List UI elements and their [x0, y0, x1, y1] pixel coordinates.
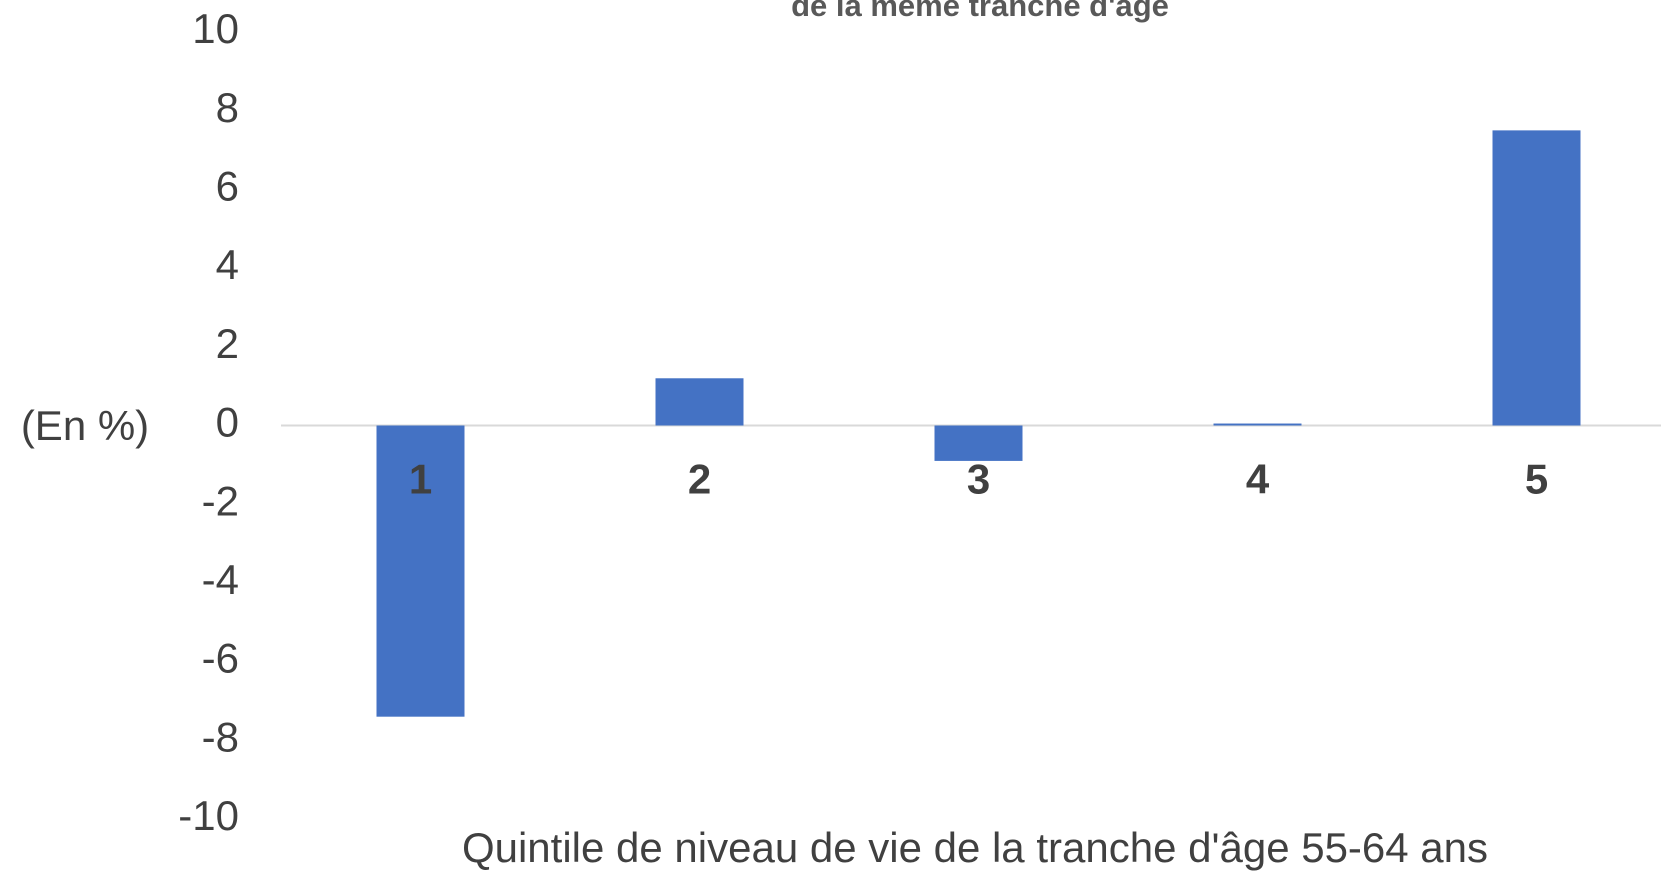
bar [1492, 130, 1581, 426]
y-axis-label: (En %) [21, 402, 149, 449]
y-tick-label: 6 [216, 162, 239, 209]
y-tick-label: 0 [216, 399, 239, 446]
y-tick-label: -4 [202, 556, 239, 603]
x-tick-label: 2 [688, 456, 711, 503]
bar [376, 425, 465, 717]
bar [934, 425, 1023, 461]
y-tick-label: -6 [202, 635, 239, 682]
y-tick-label: 10 [192, 5, 239, 52]
x-tick-label: 1 [409, 456, 432, 503]
y-tick-label: 4 [216, 241, 239, 288]
y-tick-label: 8 [216, 84, 239, 131]
x-tick-label: 3 [967, 456, 990, 503]
x-tick-label: 4 [1246, 456, 1270, 503]
x-axis-label: Quintile de niveau de vie de la tranche … [462, 824, 1488, 871]
y-tick-label: -2 [202, 477, 239, 524]
y-tick-label: 2 [216, 320, 239, 367]
y-tick-label: -8 [202, 713, 239, 760]
bar [1213, 423, 1302, 426]
bar [655, 378, 744, 426]
chart-title: de la même tranche d'âge [791, 0, 1169, 23]
y-tick-label: -10 [178, 792, 239, 839]
x-tick-label: 5 [1525, 456, 1548, 503]
